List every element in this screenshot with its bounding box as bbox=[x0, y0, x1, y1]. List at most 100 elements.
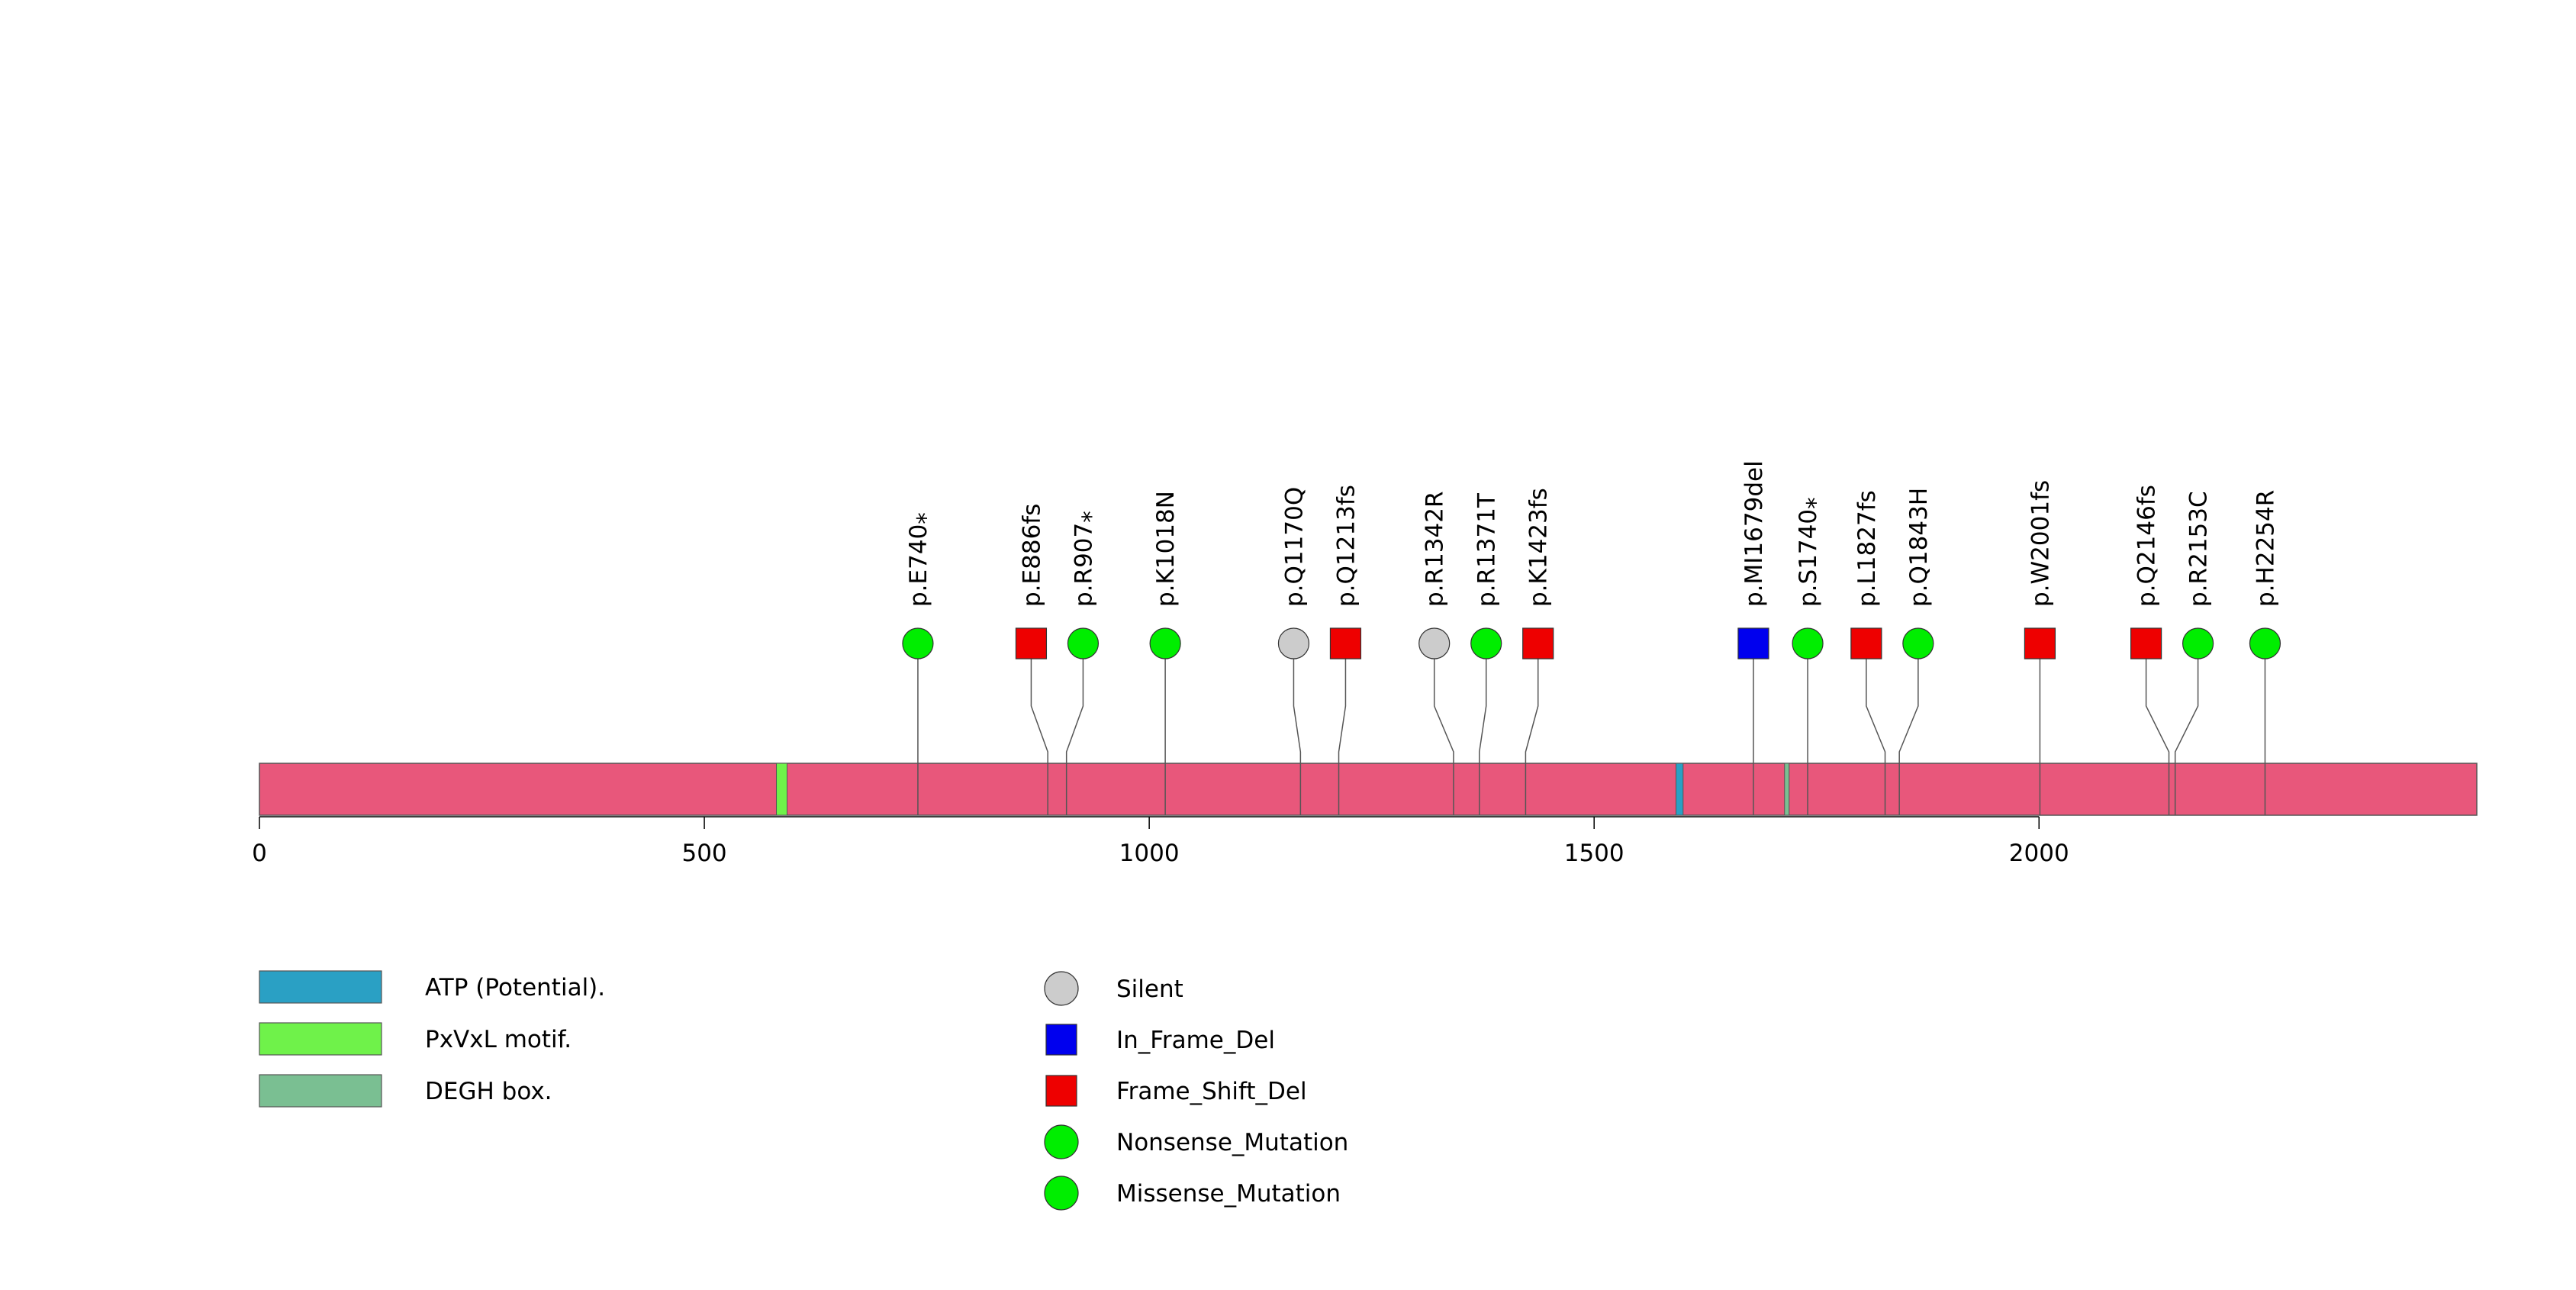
mutation-label-group: p.S1740* bbox=[1795, 497, 1830, 607]
mutation-type-legend-marker bbox=[1045, 1075, 1077, 1107]
mutation-marker bbox=[1015, 627, 1048, 660]
mutation-label-group: p.R1371T bbox=[1473, 492, 1501, 607]
mutation-label-group: p.L1827fs bbox=[1853, 490, 1881, 607]
x-axis-tick-label: 1000 bbox=[1119, 840, 1180, 867]
mutation-labels: p.E740* p.E886fs p.R907* p.K1018N p.Q1170Q p.… bbox=[905, 460, 2280, 607]
mutation-type-legend-label: Nonsense_Mutation bbox=[1116, 1129, 1348, 1156]
mutation-label: p.Q2146fs bbox=[2133, 485, 2161, 607]
mutation-connector bbox=[1866, 643, 1886, 763]
mutation-label: p.Q1213fs bbox=[1332, 485, 1360, 607]
mutation-label: p.E886fs bbox=[1018, 504, 1045, 607]
mutation-label: p.L1827fs bbox=[1853, 490, 1881, 607]
mutation-label-group: p.MI1679del bbox=[1740, 460, 1768, 607]
domain-region bbox=[776, 763, 788, 816]
mutation-markers bbox=[902, 627, 2281, 660]
mutation-marker bbox=[1149, 627, 1181, 660]
x-axis-tick-label: 0 bbox=[252, 840, 267, 867]
mutation-label-group: p.W2001fs bbox=[2027, 480, 2054, 607]
mutation-marker bbox=[1737, 627, 1769, 660]
mutation-label-group: p.R1342R bbox=[1422, 491, 1449, 607]
mutation-connectors bbox=[917, 643, 2266, 763]
mutation-label-group: p.K1423fs bbox=[1525, 488, 1553, 607]
mutation-connector bbox=[2145, 643, 2170, 763]
mutation-label: p.H2254R bbox=[2252, 490, 2279, 607]
mutation-type-legend-label: In_Frame_Del bbox=[1116, 1027, 1275, 1054]
mutation-label: p.R1342R bbox=[1422, 491, 1449, 607]
mutation-connector bbox=[1525, 643, 1539, 763]
mutation-type-legend-marker bbox=[1044, 1124, 1079, 1159]
mutation-label-star: * bbox=[1802, 497, 1830, 509]
mutation-label: p.Q1170Q bbox=[1280, 487, 1308, 607]
mutation-marker bbox=[2130, 627, 2162, 660]
mutation-marker bbox=[902, 627, 934, 660]
mutation-marker bbox=[1067, 627, 1100, 660]
protein-backbone-layer bbox=[259, 763, 2478, 816]
mutation-type-legend-marker bbox=[1044, 1176, 1079, 1211]
mutation-marker bbox=[1522, 627, 1554, 660]
mutation-connector bbox=[1030, 643, 1048, 763]
mutation-label: p.R907* bbox=[1070, 511, 1105, 607]
x-axis: 0 500 1000 1500 2000 bbox=[252, 816, 2069, 867]
mutation-type-legend-label: Missense_Mutation bbox=[1116, 1180, 1341, 1208]
mutation-marker bbox=[1418, 627, 1451, 660]
protein-backbone bbox=[259, 763, 2478, 816]
domain-legend-swatch bbox=[259, 1074, 382, 1108]
mutation-connector bbox=[1338, 643, 1347, 763]
mutation-label: p.R1371T bbox=[1473, 492, 1501, 607]
mutation-type-legend-label: Silent bbox=[1116, 976, 1183, 1003]
mutation-label-group: p.K1018N bbox=[1152, 491, 1180, 607]
mutation-marker bbox=[2182, 627, 2214, 660]
domain-region bbox=[1784, 763, 1790, 816]
mutation-connector bbox=[1065, 643, 1084, 763]
domain-legend-swatch bbox=[259, 970, 382, 1004]
x-axis-tick-label: 1500 bbox=[1564, 840, 1624, 867]
mutation-marker bbox=[1277, 627, 1310, 660]
mutation-label-group: p.R2153C bbox=[2185, 491, 2213, 607]
mutation-label: p.K1423fs bbox=[1525, 488, 1553, 607]
x-axis-tick-label: 2000 bbox=[2009, 840, 2069, 867]
mutation-label-group: p.Q2146fs bbox=[2133, 485, 2161, 607]
mutation-label: p.E740* bbox=[905, 512, 940, 607]
domain-legend-label: DEGH box. bbox=[425, 1078, 552, 1105]
mutation-label: p.Q1843H bbox=[1905, 488, 1933, 607]
mutation-label: p.S1740* bbox=[1795, 497, 1830, 607]
mutation-label: p.W2001fs bbox=[2027, 480, 2054, 607]
mutation-label-group: p.E740* bbox=[905, 512, 940, 607]
mutation-marker bbox=[1902, 627, 1934, 660]
mutation-connector bbox=[1293, 643, 1302, 763]
mutation-marker bbox=[1329, 627, 1362, 660]
mutation-type-legend-label: Frame_Shift_Del bbox=[1116, 1078, 1307, 1105]
mutation-marker bbox=[1470, 627, 1502, 660]
domain-legend-label: PxVxL motif. bbox=[425, 1026, 572, 1053]
mutation-connector bbox=[1898, 643, 1919, 763]
mutation-connector bbox=[2174, 643, 2199, 763]
mutation-label-star: * bbox=[913, 512, 940, 524]
mutation-marker bbox=[1850, 627, 1882, 660]
mutation-label-group: p.Q1843H bbox=[1905, 488, 1933, 607]
mutation-type-legend: Silent In_Frame_Del Frame_Shift_Del Nonsens… bbox=[1044, 971, 1348, 1211]
domain-legend-label: ATP (Potential). bbox=[425, 974, 605, 1001]
mutation-type-legend-marker bbox=[1045, 1024, 1077, 1056]
mutation-marker bbox=[2249, 627, 2281, 660]
mutation-label-group: p.E886fs bbox=[1018, 504, 1045, 607]
protein-domains bbox=[776, 763, 1790, 816]
mutation-marker bbox=[2024, 627, 2056, 660]
mutation-backbone-ticks bbox=[917, 763, 2266, 815]
mutation-marker bbox=[1792, 627, 1824, 660]
mutation-connector bbox=[1433, 643, 1454, 763]
mutation-type-legend-marker bbox=[1044, 971, 1079, 1006]
mutation-label-group: p.R907* bbox=[1070, 511, 1105, 607]
mutation-label-group: p.H2254R bbox=[2252, 490, 2279, 607]
mutation-connector bbox=[1479, 643, 1487, 763]
domain-legend: ATP (Potential). PxVxL motif. DEGH box. bbox=[259, 970, 605, 1108]
mutation-label: p.MI1679del bbox=[1740, 460, 1768, 607]
mutation-label-group: p.Q1170Q bbox=[1280, 487, 1308, 607]
mutation-label: p.R2153C bbox=[2185, 491, 2213, 607]
domain-region bbox=[1675, 763, 1684, 816]
mutation-label: p.K1018N bbox=[1152, 491, 1180, 607]
x-axis-tick-label: 500 bbox=[681, 840, 726, 867]
domain-legend-swatch bbox=[259, 1022, 382, 1056]
mutation-label-group: p.Q1213fs bbox=[1332, 485, 1360, 607]
mutation-label-star: * bbox=[1077, 511, 1105, 523]
